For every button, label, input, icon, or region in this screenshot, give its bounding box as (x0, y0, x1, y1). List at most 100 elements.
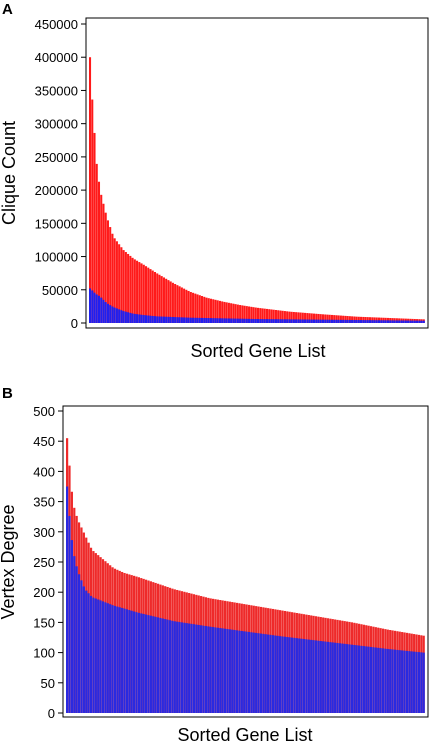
bar-lower-segment (274, 635, 277, 713)
bar-upper-segment (295, 312, 298, 323)
bar-upper-segment (149, 269, 152, 323)
bar-upper-segment (189, 292, 192, 323)
bar-lower-segment (360, 645, 363, 713)
bar-lower-segment (106, 603, 109, 713)
bar-lower-segment (80, 580, 83, 713)
bar-lower-segment (109, 604, 112, 713)
y-tick-label: 0 (48, 706, 55, 721)
y-tick-label: 250 (33, 555, 55, 570)
bar-lower-segment (317, 640, 320, 713)
bar-lower-segment (140, 613, 143, 713)
bar-lower-segment (305, 639, 308, 713)
bar-lower-segment (337, 319, 340, 323)
bar-lower-segment (346, 319, 349, 323)
bar-lower-segment (133, 611, 136, 713)
bar-lower-segment (267, 634, 270, 713)
bar-upper-segment (162, 277, 165, 323)
y-tick-label: 150000 (35, 216, 78, 231)
bar-upper-segment (355, 316, 358, 323)
bar-lower-segment (230, 318, 233, 323)
bar-upper-segment (209, 298, 213, 323)
panel-a-x-axis-title: Sorted Gene List (190, 341, 325, 361)
bar-lower-segment (298, 638, 301, 713)
bar-lower-segment (245, 631, 248, 713)
bar-lower-segment (335, 319, 338, 323)
bar-upper-segment (212, 299, 215, 323)
bar-upper-segment (263, 308, 266, 323)
bar-lower-segment (288, 319, 291, 323)
bar-lower-segment (140, 314, 143, 323)
bar-upper-segment (225, 302, 228, 323)
bar-upper-segment (156, 273, 159, 323)
bar-lower-segment (127, 312, 130, 323)
y-tick-label: 350000 (35, 83, 78, 98)
y-tick-label: 200000 (35, 183, 78, 198)
bar-upper-segment (223, 301, 226, 323)
bar-lower-segment (161, 618, 164, 713)
bar-lower-segment (360, 320, 363, 323)
bar-lower-segment (118, 309, 121, 323)
bar-lower-segment (123, 608, 126, 713)
bar-lower-segment (330, 319, 333, 323)
bar-upper-segment (366, 317, 369, 323)
bar-upper-segment (239, 305, 242, 323)
bar-upper-segment (371, 317, 374, 323)
bar-lower-segment (236, 318, 239, 323)
bar-lower-segment (261, 319, 264, 323)
bar-lower-segment (413, 320, 416, 323)
bar-lower-segment (386, 648, 389, 713)
bar-upper-segment (304, 312, 307, 323)
bar-lower-segment (231, 629, 234, 713)
bar-upper-segment (308, 313, 311, 323)
bar-lower-segment (313, 319, 316, 323)
y-tick-label: 100000 (35, 250, 78, 265)
bar-lower-segment (389, 320, 392, 323)
bar-lower-segment (252, 632, 255, 713)
y-tick-label: 100 (33, 646, 55, 661)
bar-lower-segment (218, 318, 221, 323)
bar-upper-segment (207, 298, 210, 323)
bar-lower-segment (151, 315, 154, 323)
bar-upper-segment (279, 310, 282, 323)
bar-lower-segment (274, 319, 277, 323)
bar-lower-segment (413, 651, 416, 713)
bar-lower-segment (371, 320, 374, 323)
panel-b-letter: B (2, 385, 13, 402)
bar-lower-segment (145, 315, 148, 323)
bar-lower-segment (339, 319, 342, 323)
bar-lower-segment (198, 317, 201, 323)
bar-upper-segment (274, 309, 277, 323)
bar-lower-segment (299, 319, 302, 323)
bar-lower-segment (348, 319, 351, 323)
bar-upper-segment (333, 315, 336, 323)
bar-upper-segment (236, 304, 239, 323)
bar-lower-segment (312, 640, 315, 713)
bar-upper-segment (360, 316, 363, 323)
bar-upper-segment (194, 293, 197, 323)
bar-lower-segment (185, 623, 188, 713)
bar-lower-segment (405, 650, 409, 713)
bar-lower-segment (183, 622, 186, 713)
bar-upper-segment (299, 312, 302, 323)
panel-a-bars (89, 57, 425, 323)
bar-lower-segment (195, 624, 198, 713)
bar-lower-segment (97, 599, 100, 713)
bar-upper-segment (301, 312, 304, 323)
bar-upper-segment (337, 315, 340, 323)
bar-lower-segment (225, 318, 228, 323)
bar-lower-segment (417, 652, 421, 713)
bar-lower-segment (241, 318, 244, 323)
bar-upper-segment (286, 311, 289, 323)
bar-upper-segment (187, 290, 190, 323)
bar-lower-segment (283, 636, 286, 713)
bar-lower-segment (314, 640, 318, 713)
bar-lower-segment (315, 319, 318, 323)
bar-upper-segment (245, 306, 248, 323)
bar-lower-segment (279, 636, 282, 713)
bar-lower-segment (326, 641, 330, 713)
bar-lower-segment (322, 641, 325, 713)
bar-lower-segment (324, 319, 327, 323)
bar-lower-segment (166, 619, 169, 713)
bar-lower-segment (180, 317, 183, 323)
bar-lower-segment (310, 319, 313, 323)
